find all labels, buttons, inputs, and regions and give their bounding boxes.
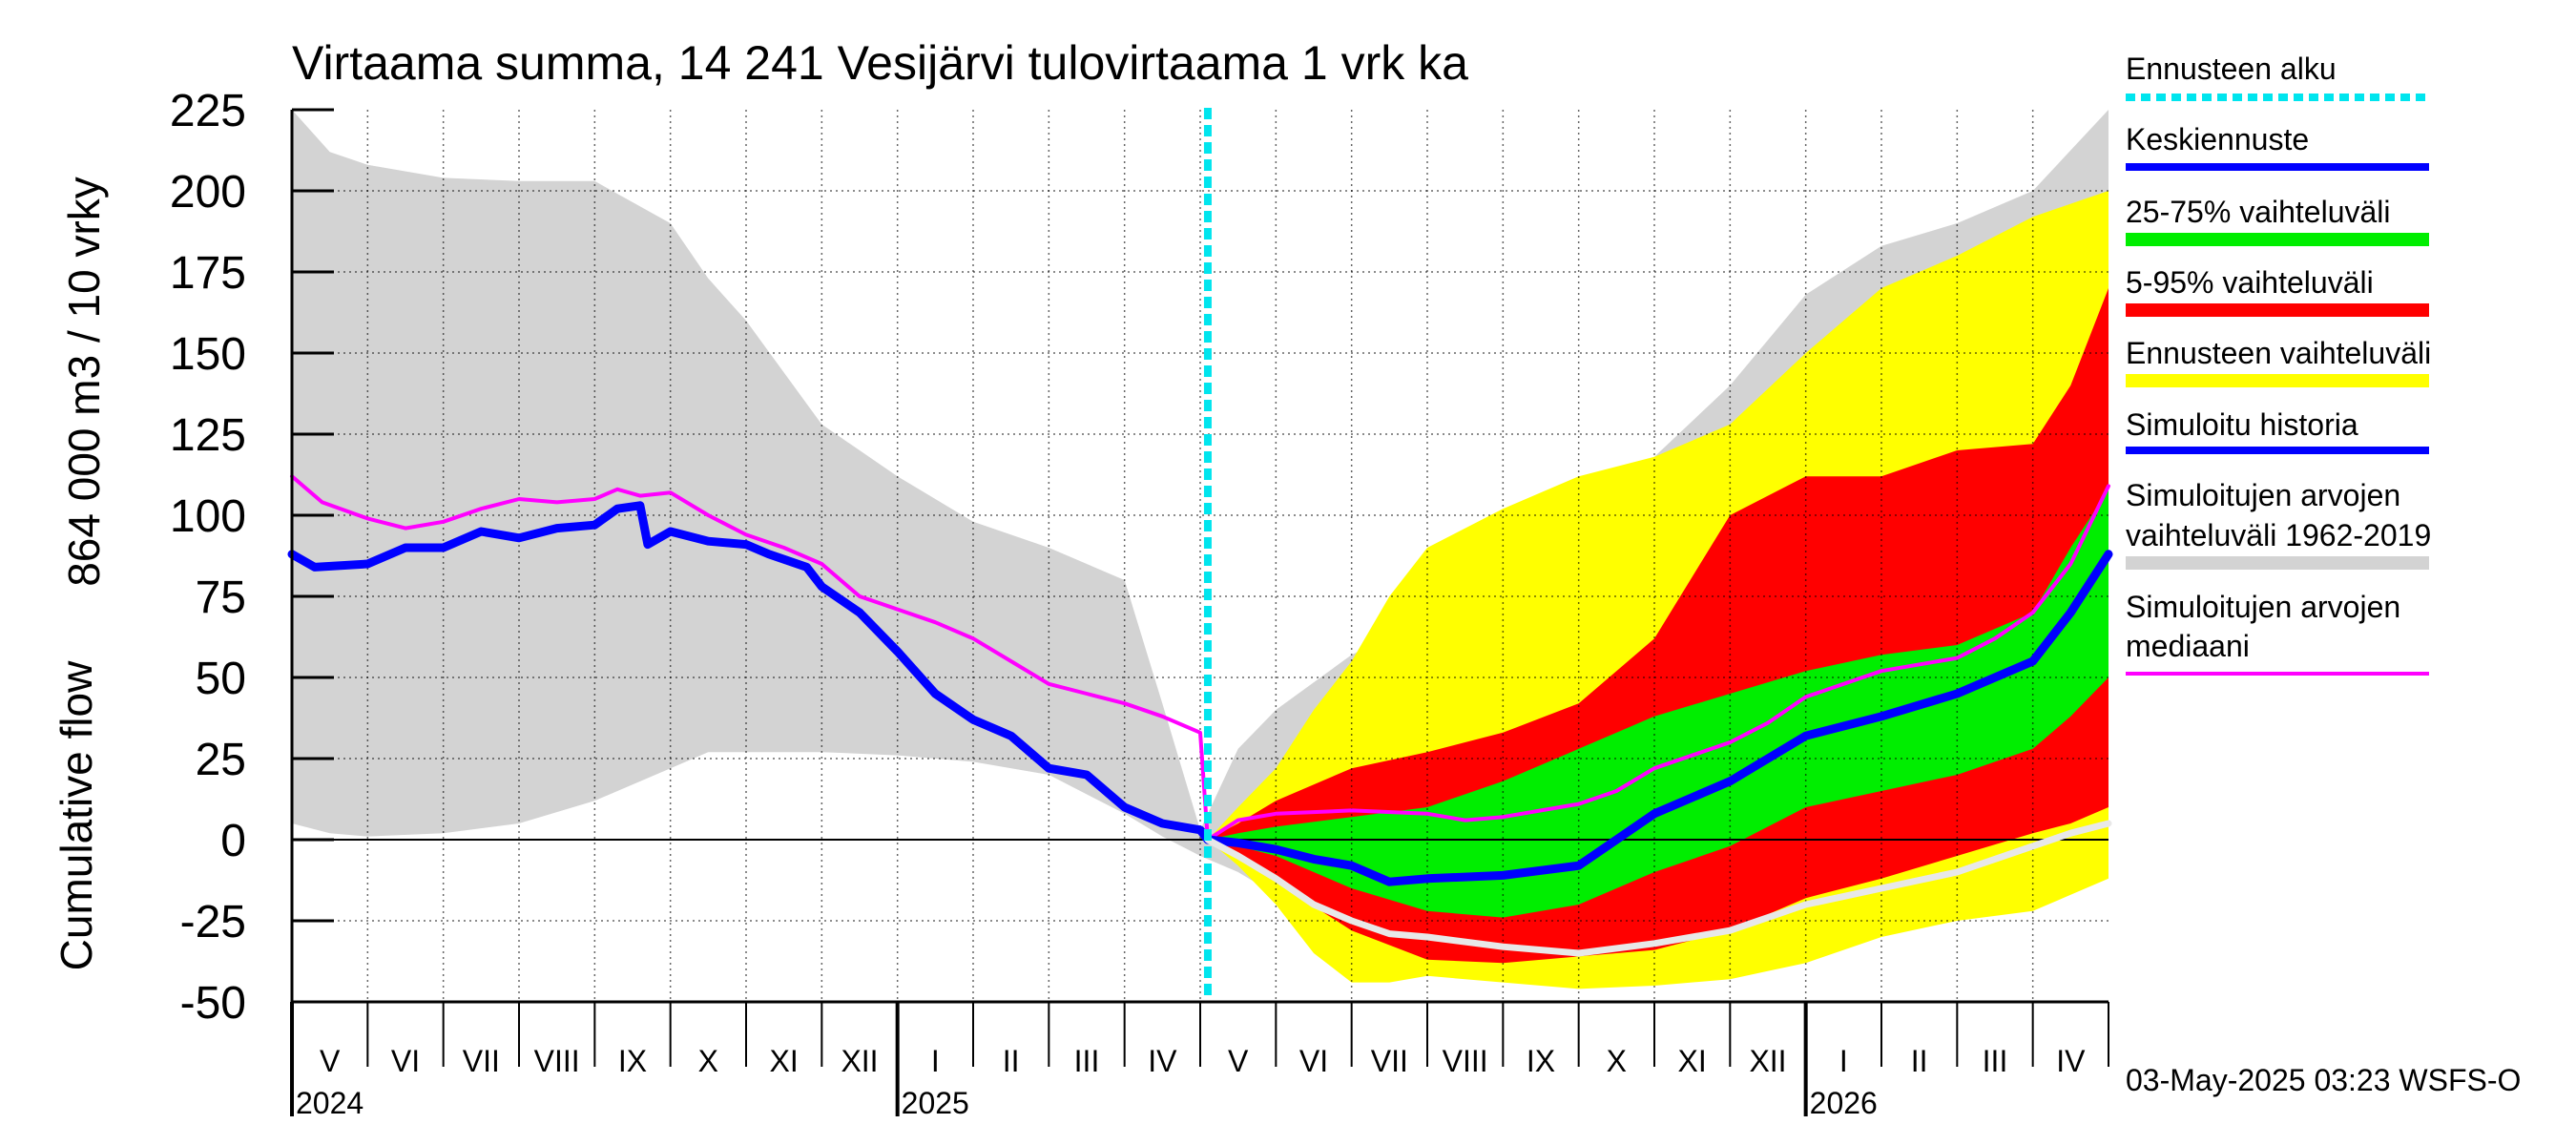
x-month-label: VIII [534,1044,580,1078]
y-tick-label: 0 [220,816,246,866]
x-month-label: IV [1148,1044,1177,1078]
x-month-label: III [1983,1044,2008,1078]
x-month-label: VII [463,1044,500,1078]
y-tick-label: -25 [180,897,246,947]
line-simuloitu-historia [287,501,1213,844]
y-axis-title: 864 000 m3 / 10 vrky Cumulative flow [52,177,109,970]
legend-label-simuloitujen-arvojen-mediaani: mediaani [2126,629,2250,663]
y-tick-label: 150 [170,329,246,380]
legend-label-ennusteen-vaihteluv-li: Ennusteen vaihteluväli [2126,336,2431,370]
y-axis-title-bottom: Cumulative flow [52,660,101,970]
x-year-label: 2026 [1810,1086,1878,1120]
x-month-label: IX [1527,1044,1555,1078]
x-year-label: 2024 [296,1086,364,1120]
x-month-label: VIII [1443,1044,1488,1078]
legend-label-simuloitujen-arvojen-vaihteluv-li-1962-2019: Simuloitujen arvojen [2126,478,2400,512]
legend-label-simuloitujen-arvojen-mediaani: Simuloitujen arvojen [2126,590,2400,624]
y-tick-label: 50 [196,654,246,704]
x-month-label: II [1911,1044,1928,1078]
y-tick-label: 25 [196,735,246,785]
band-25-75-vaihteluv-li [1207,489,2109,918]
x-month-label: I [1839,1044,1848,1078]
line-keskiennuste [1203,550,2113,886]
x-month-label: XI [770,1044,799,1078]
gridlines [292,110,2109,1002]
series-lines [287,108,2113,1003]
x-month-label: VI [1299,1044,1328,1078]
x-month-label: VII [1371,1044,1408,1078]
y-tick-label: 125 [170,410,246,461]
y-tick-label: 225 [170,86,246,136]
x-month-label: XII [1749,1044,1786,1078]
x-month-label: IX [618,1044,647,1078]
legend-label-25-75-vaihteluv-li: 25-75% vaihteluväli [2126,195,2391,229]
line-vuoden-minimi [1204,820,2112,957]
y-tick-label: 175 [170,248,246,299]
legend-label-keskiennuste: Keskiennuste [2126,122,2309,156]
x-month-label: V [320,1044,341,1078]
x-month-label: II [1003,1044,1020,1078]
legend: Ennusteen alku Keskiennuste 25-75% vaihtel… [2126,52,2431,676]
legend-label-5-95-vaihteluv-li: 5-95% vaihteluväli [2126,265,2374,300]
x-month-label: IV [2056,1044,2086,1078]
band-5-95-vaihteluv-li [1207,288,2109,964]
x-month-label: XI [1678,1044,1707,1078]
y-tick-label: 75 [196,572,246,623]
footer-timestamp: 03-May-2025 03:23 WSFS-O [2126,1063,2521,1097]
y-tick-label: 100 [170,491,246,542]
x-year-label: 2025 [902,1086,969,1120]
x-month-label: I [931,1044,940,1078]
line-simuloitujen-arvojen-mediaani [290,474,2110,842]
legend-label-simuloitujen-arvojen-vaihteluv-li-1962-2019: vaihteluväli 1962-2019 [2126,518,2431,552]
x-month-label: XII [841,1044,878,1078]
y-tick-label: -50 [180,978,246,1029]
x-month-label: III [1074,1044,1100,1078]
legend-label-simuloitu-historia: Simuloitu historia [2126,407,2358,442]
x-month-label: VI [391,1044,420,1078]
legend-label-ennusteen-alku: Ennusteen alku [2126,52,2337,86]
y-axis-title-top: 864 000 m3 / 10 vrky [59,177,109,587]
chart-title: Virtaama summa, 14 241 Vesijärvi tulovir… [292,36,1468,90]
x-month-label: X [1607,1044,1627,1078]
x-month-label: V [1228,1044,1249,1078]
x-month-label: X [698,1044,718,1078]
y-tick-label: 200 [170,167,246,218]
